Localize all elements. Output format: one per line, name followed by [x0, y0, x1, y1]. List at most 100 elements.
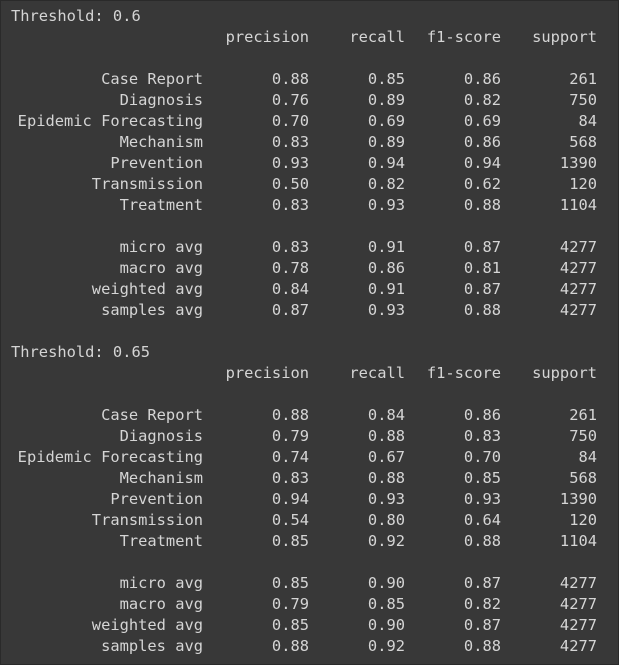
average-row: samples avg 0.87 0.93 0.88 4277 — [1, 300, 619, 321]
average-row: micro avg 0.85 0.90 0.87 4277 — [1, 573, 619, 594]
row-f1: 0.64 — [463, 511, 501, 529]
row-f1: 0.69 — [463, 112, 501, 130]
row-f1: 0.83 — [463, 427, 501, 445]
table-row: Prevention 0.93 0.94 0.94 1390 — [1, 153, 619, 174]
row-precision: 0.79 — [271, 427, 309, 445]
header-row: precision recall f1-score support — [1, 27, 619, 48]
avg-support: 4277 — [559, 259, 597, 277]
table-row: Treatment 0.85 0.92 0.88 1104 — [1, 531, 619, 552]
row-precision: 0.83 — [271, 196, 309, 214]
row-label: Mechanism — [119, 469, 203, 487]
row-f1: 0.70 — [463, 448, 501, 466]
header-support: support — [532, 28, 597, 46]
row-recall: 0.89 — [367, 91, 405, 109]
avg-f1: 0.82 — [463, 595, 501, 613]
avg-f1: 0.81 — [463, 259, 501, 277]
avg-support: 4277 — [559, 238, 597, 256]
row-support: 120 — [569, 511, 597, 529]
avg-precision: 0.79 — [271, 595, 309, 613]
table-row: Mechanism 0.83 0.88 0.85 568 — [1, 468, 619, 489]
row-label: Case Report — [101, 406, 203, 424]
row-recall: 0.85 — [367, 70, 405, 88]
avg-support: 4277 — [559, 301, 597, 319]
average-row: micro avg 0.83 0.91 0.87 4277 — [1, 237, 619, 258]
row-label: Transmission — [91, 175, 203, 193]
row-label: Prevention — [110, 154, 203, 172]
row-support: 750 — [569, 91, 597, 109]
row-recall: 0.88 — [367, 427, 405, 445]
table-row: Transmission 0.54 0.80 0.64 120 — [1, 510, 619, 531]
row-support: 1104 — [559, 532, 597, 550]
row-recall: 0.69 — [367, 112, 405, 130]
row-f1: 0.88 — [463, 196, 501, 214]
row-label: Epidemic Forecasting — [17, 112, 203, 130]
table-row: Treatment 0.83 0.93 0.88 1104 — [1, 195, 619, 216]
avg-recall: 0.86 — [367, 259, 405, 277]
row-precision: 0.85 — [271, 532, 309, 550]
row-label: Transmission — [91, 511, 203, 529]
row-precision: 0.88 — [271, 406, 309, 424]
row-recall: 0.80 — [367, 511, 405, 529]
avg-precision: 0.85 — [271, 616, 309, 634]
table-row: Case Report 0.88 0.85 0.86 261 — [1, 69, 619, 90]
table-row: Mechanism 0.83 0.89 0.86 568 — [1, 132, 619, 153]
report-title: Threshold: 0.6 — [11, 7, 141, 25]
row-label: Prevention — [110, 490, 203, 508]
avg-f1: 0.87 — [463, 616, 501, 634]
row-recall: 0.67 — [367, 448, 405, 466]
row-precision: 0.76 — [271, 91, 309, 109]
row-recall: 0.82 — [367, 175, 405, 193]
row-f1: 0.93 — [463, 490, 501, 508]
row-support: 84 — [578, 112, 597, 130]
avg-support: 4277 — [559, 637, 597, 655]
average-row: weighted avg 0.85 0.90 0.87 4277 — [1, 615, 619, 636]
header-row: precision recall f1-score support — [1, 363, 619, 384]
table-row: Diagnosis 0.79 0.88 0.83 750 — [1, 426, 619, 447]
avg-precision: 0.78 — [271, 259, 309, 277]
avg-label: micro avg — [119, 238, 203, 256]
average-row: weighted avg 0.84 0.91 0.87 4277 — [1, 279, 619, 300]
row-precision: 0.83 — [271, 469, 309, 487]
header-precision: precision — [225, 28, 309, 46]
row-recall: 0.84 — [367, 406, 405, 424]
row-precision: 0.83 — [271, 133, 309, 151]
row-recall: 0.92 — [367, 532, 405, 550]
row-label: Treatment — [119, 196, 203, 214]
row-support: 120 — [569, 175, 597, 193]
row-precision: 0.50 — [271, 175, 309, 193]
avg-precision: 0.85 — [271, 574, 309, 592]
row-label: Diagnosis — [119, 91, 203, 109]
row-support: 84 — [578, 448, 597, 466]
row-label: Treatment — [119, 532, 203, 550]
header-f1-score: f1-score — [426, 364, 501, 382]
row-label: Diagnosis — [119, 427, 203, 445]
avg-label: weighted avg — [91, 280, 203, 298]
header-recall: recall — [349, 364, 405, 382]
avg-f1: 0.87 — [463, 238, 501, 256]
avg-recall: 0.91 — [367, 280, 405, 298]
avg-recall: 0.90 — [367, 574, 405, 592]
avg-recall: 0.91 — [367, 238, 405, 256]
row-f1: 0.86 — [463, 133, 501, 151]
table-row: Diagnosis 0.76 0.89 0.82 750 — [1, 90, 619, 111]
row-f1: 0.86 — [463, 406, 501, 424]
row-label: Epidemic Forecasting — [17, 448, 203, 466]
avg-label: weighted avg — [91, 616, 203, 634]
avg-support: 4277 — [559, 574, 597, 592]
row-recall: 0.88 — [367, 469, 405, 487]
row-support: 568 — [569, 133, 597, 151]
row-f1: 0.94 — [463, 154, 501, 172]
row-support: 1390 — [559, 154, 597, 172]
report-title: Threshold: 0.65 — [11, 343, 150, 361]
avg-label: macro avg — [119, 595, 203, 613]
row-recall: 0.93 — [367, 196, 405, 214]
row-recall: 0.89 — [367, 133, 405, 151]
avg-support: 4277 — [559, 280, 597, 298]
avg-f1: 0.87 — [463, 574, 501, 592]
row-label: Mechanism — [119, 133, 203, 151]
avg-f1: 0.87 — [463, 280, 501, 298]
avg-label: samples avg — [101, 301, 203, 319]
row-precision: 0.74 — [271, 448, 309, 466]
avg-recall: 0.92 — [367, 637, 405, 655]
row-precision: 0.54 — [271, 511, 309, 529]
